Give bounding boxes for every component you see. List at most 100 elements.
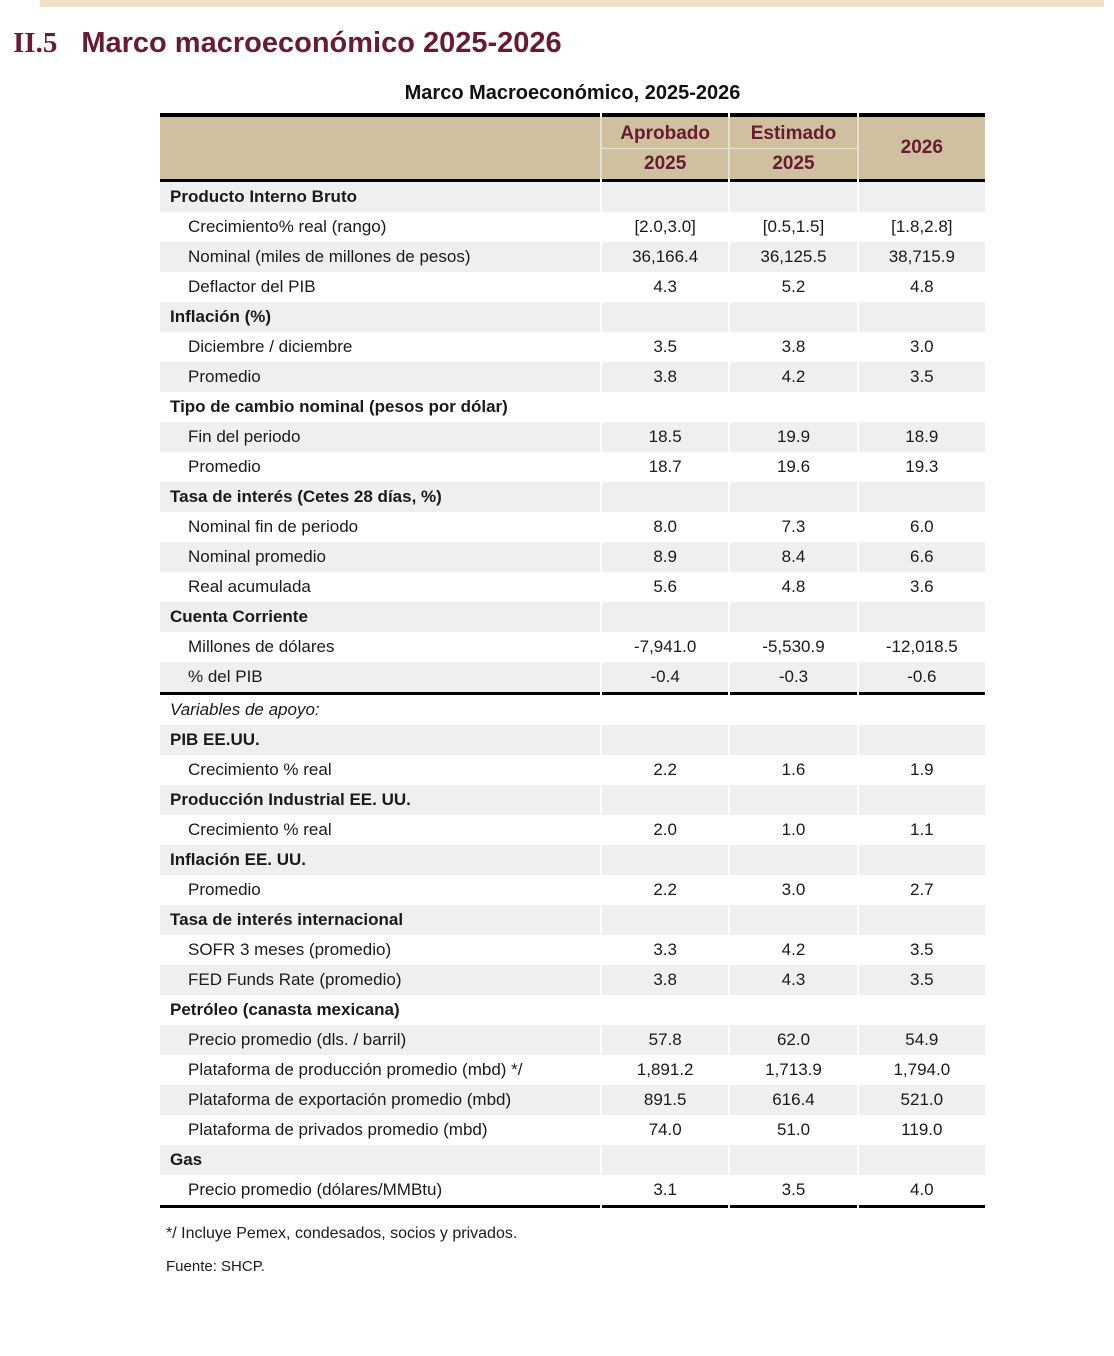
row-value: 19.9	[728, 422, 856, 452]
row-label: Nominal (miles de millones de pesos)	[188, 247, 471, 266]
row-value	[856, 695, 985, 725]
table-section-row: Cuenta Corriente	[160, 602, 985, 632]
row-value: 36,166.4	[600, 242, 728, 272]
row-value	[856, 995, 985, 1025]
row-value	[728, 302, 856, 332]
row-value: -7,941.0	[600, 632, 728, 662]
row-value	[856, 602, 985, 632]
row-label: Tipo de cambio nominal (pesos por dólar)	[170, 397, 508, 416]
row-value: 6.0	[856, 512, 985, 542]
row-label: Nominal fin de periodo	[188, 517, 359, 536]
row-value	[600, 392, 728, 422]
row-value: 8.0	[600, 512, 728, 542]
row-label: Plataforma de producción promedio (mbd) …	[188, 1060, 523, 1079]
section-heading: II.5 Marco macroeconómico 2025-2026	[13, 24, 562, 62]
row-value: 8.4	[728, 542, 856, 572]
row-value: 51.0	[728, 1115, 856, 1145]
row-value: [1.8,2.8]	[856, 212, 985, 242]
row-value: 3.5	[600, 332, 728, 362]
table-row: Crecimiento % real 2.2 1.6 1.9	[160, 755, 985, 785]
table-section-row: Tipo de cambio nominal (pesos por dólar)	[160, 392, 985, 422]
table-top-rule	[160, 113, 985, 117]
row-value: 3.8	[600, 362, 728, 392]
table-row: Promedio 3.8 4.2 3.5	[160, 362, 985, 392]
row-value	[856, 1145, 985, 1175]
row-label: Plataforma de exportación promedio (mbd)	[188, 1090, 512, 1109]
row-value: 8.9	[600, 542, 728, 572]
table-row: Real acumulada 5.6 4.8 3.6	[160, 572, 985, 602]
row-value	[856, 182, 985, 212]
row-value	[600, 1145, 728, 1175]
row-value	[728, 785, 856, 815]
row-value: 2.2	[600, 875, 728, 905]
row-value: -0.6	[856, 662, 985, 692]
row-label: SOFR 3 meses (promedio)	[188, 940, 392, 959]
row-value	[856, 905, 985, 935]
row-value	[856, 785, 985, 815]
row-value: 4.8	[856, 272, 985, 302]
row-value: 2.2	[600, 755, 728, 785]
row-label: Plataforma de privados promedio (mbd)	[188, 1120, 488, 1139]
row-value	[728, 845, 856, 875]
table-note-row: Variables de apoyo:	[160, 695, 985, 725]
row-value	[600, 695, 728, 725]
row-value	[600, 785, 728, 815]
row-value	[728, 695, 856, 725]
row-value: 54.9	[856, 1025, 985, 1055]
row-value: 1.0	[728, 815, 856, 845]
top-accent-strip	[40, 0, 1104, 7]
footnote-asterisk: */ Incluye Pemex, condesados, socios y p…	[166, 1225, 518, 1242]
row-value: 2.7	[856, 875, 985, 905]
header-col-aprobado-2025: Aprobado 2025	[600, 117, 729, 179]
table-row: Nominal promedio 8.9 8.4 6.6	[160, 542, 985, 572]
row-value: 1,891.2	[600, 1055, 728, 1085]
row-value	[728, 725, 856, 755]
table-row: Nominal fin de periodo 8.0 7.3 6.0	[160, 512, 985, 542]
table-footnotes: */ Incluye Pemex, condesados, socios y p…	[166, 1222, 517, 1278]
row-value	[728, 995, 856, 1025]
header-spacer-cell	[160, 117, 600, 179]
row-value: 2.0	[600, 815, 728, 845]
row-value	[600, 482, 728, 512]
heading-number: II.5	[13, 27, 58, 59]
row-value: 119.0	[856, 1115, 985, 1145]
table-section-row: Tasa de interés (Cetes 28 días, %)	[160, 482, 985, 512]
table-section-row: Tasa de interés internacional	[160, 905, 985, 935]
row-value: 1,713.9	[728, 1055, 856, 1085]
table-row: Plataforma de producción promedio (mbd) …	[160, 1055, 985, 1085]
table-row: Millones de dólares -7,941.0 -5,530.9 -12,0…	[160, 632, 985, 662]
row-value: 4.3	[600, 272, 728, 302]
footnote-source: Fuente: SHCP.	[166, 1258, 265, 1275]
table-section-row: Producción Industrial EE. UU.	[160, 785, 985, 815]
table-section-row: Producto Interno Bruto	[160, 182, 985, 212]
table-row: % del PIB -0.4 -0.3 -0.6	[160, 662, 985, 692]
row-value: 1,794.0	[856, 1055, 985, 1085]
table-section-row: Inflación EE. UU.	[160, 845, 985, 875]
row-value: -12,018.5	[856, 632, 985, 662]
row-label: Gas	[170, 1150, 203, 1169]
row-value: 57.8	[600, 1025, 728, 1055]
row-value: 5.2	[728, 272, 856, 302]
row-value	[600, 725, 728, 755]
row-label: % del PIB	[188, 667, 263, 686]
table-row: Precio promedio (dólares/MMBtu) 3.1 3.5 4.0	[160, 1175, 985, 1205]
row-value: 74.0	[600, 1115, 728, 1145]
row-value: 3.8	[728, 332, 856, 362]
row-value: 3.5	[856, 362, 985, 392]
row-label: Producción Industrial EE. UU.	[170, 790, 411, 809]
row-value: 1.9	[856, 755, 985, 785]
table-row: Crecimiento% real (rango) [2.0,3.0] [0.5,1…	[160, 212, 985, 242]
row-label: Deflactor del PIB	[188, 277, 316, 296]
row-value: [2.0,3.0]	[600, 212, 728, 242]
table-row: SOFR 3 meses (promedio) 3.3 4.2 3.5	[160, 935, 985, 965]
table-row: Promedio 2.2 3.0 2.7	[160, 875, 985, 905]
row-value	[600, 182, 728, 212]
row-value: 18.9	[856, 422, 985, 452]
row-value: 38,715.9	[856, 242, 985, 272]
row-value: 3.5	[856, 965, 985, 995]
table-row: Crecimiento % real 2.0 1.0 1.1	[160, 815, 985, 845]
row-label: Producto Interno Bruto	[170, 187, 357, 206]
row-value	[600, 602, 728, 632]
row-value: 4.0	[856, 1175, 985, 1205]
macro-table: Aprobado 2025 Estimado 2025 2026 Product…	[160, 113, 985, 1208]
